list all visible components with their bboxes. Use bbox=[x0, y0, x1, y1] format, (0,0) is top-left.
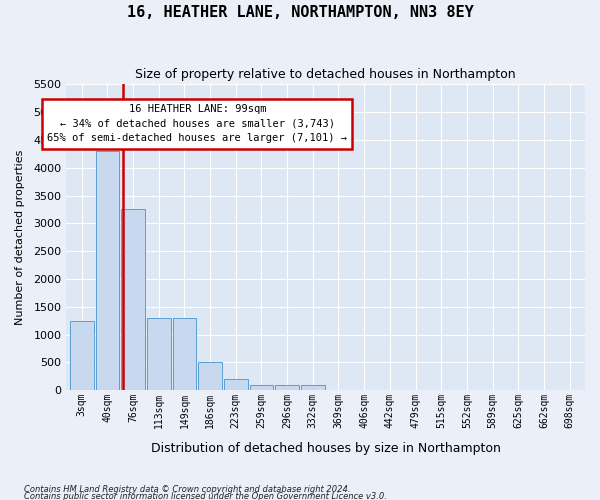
Bar bbox=[275, 384, 299, 390]
Text: Contains HM Land Registry data © Crown copyright and database right 2024.: Contains HM Land Registry data © Crown c… bbox=[24, 486, 350, 494]
Bar bbox=[301, 384, 325, 390]
Title: Size of property relative to detached houses in Northampton: Size of property relative to detached ho… bbox=[136, 68, 516, 80]
Bar bbox=[173, 318, 196, 390]
Bar bbox=[147, 318, 170, 390]
Text: 16 HEATHER LANE: 99sqm
← 34% of detached houses are smaller (3,743)
65% of semi-: 16 HEATHER LANE: 99sqm ← 34% of detached… bbox=[47, 104, 347, 144]
X-axis label: Distribution of detached houses by size in Northampton: Distribution of detached houses by size … bbox=[151, 442, 500, 455]
Bar bbox=[70, 320, 94, 390]
Bar bbox=[199, 362, 222, 390]
Bar bbox=[250, 384, 273, 390]
Text: 16, HEATHER LANE, NORTHAMPTON, NN3 8EY: 16, HEATHER LANE, NORTHAMPTON, NN3 8EY bbox=[127, 5, 473, 20]
Bar bbox=[224, 379, 248, 390]
Bar bbox=[121, 210, 145, 390]
Bar bbox=[95, 151, 119, 390]
Y-axis label: Number of detached properties: Number of detached properties bbox=[15, 150, 25, 325]
Text: Contains public sector information licensed under the Open Government Licence v3: Contains public sector information licen… bbox=[24, 492, 387, 500]
